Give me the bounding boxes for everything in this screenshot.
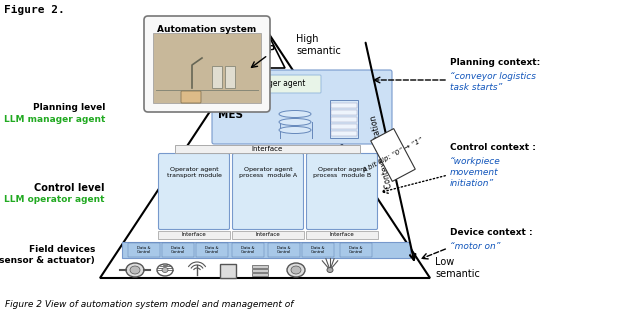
Ellipse shape <box>287 263 305 277</box>
FancyBboxPatch shape <box>196 243 228 257</box>
Text: Field devices
(sensor & actuator): Field devices (sensor & actuator) <box>0 244 95 265</box>
Ellipse shape <box>279 118 311 126</box>
Text: Control context :: Control context : <box>450 143 536 152</box>
FancyBboxPatch shape <box>252 273 268 276</box>
Text: Context adaptation: Context adaptation <box>369 114 394 189</box>
FancyBboxPatch shape <box>128 243 160 257</box>
FancyBboxPatch shape <box>268 243 300 257</box>
FancyBboxPatch shape <box>331 103 357 108</box>
FancyBboxPatch shape <box>220 264 236 278</box>
Text: “conveyor logistics
task starts”: “conveyor logistics task starts” <box>450 72 536 92</box>
Text: Data &
Control: Data & Control <box>311 246 325 254</box>
Text: Interface: Interface <box>182 232 206 238</box>
Text: Automation system: Automation system <box>157 25 257 34</box>
FancyBboxPatch shape <box>158 231 230 239</box>
FancyBboxPatch shape <box>231 75 321 93</box>
FancyBboxPatch shape <box>212 70 392 144</box>
Ellipse shape <box>291 266 301 274</box>
Text: Data &
Control: Data & Control <box>205 246 219 254</box>
Text: Operator agent
process  module B: Operator agent process module B <box>313 167 371 178</box>
Text: Device context :: Device context : <box>450 228 532 237</box>
Text: LLM manager agent: LLM manager agent <box>4 115 105 125</box>
Text: Interface: Interface <box>255 232 280 238</box>
FancyBboxPatch shape <box>232 231 304 239</box>
Text: MES: MES <box>218 110 243 120</box>
FancyBboxPatch shape <box>252 269 268 272</box>
Text: Data &
Control: Data & Control <box>137 246 151 254</box>
FancyBboxPatch shape <box>302 243 334 257</box>
Text: Data &
Control: Data & Control <box>277 246 291 254</box>
FancyBboxPatch shape <box>144 16 270 112</box>
Text: Control level: Control level <box>35 183 105 193</box>
Text: Figure 2.: Figure 2. <box>4 5 65 15</box>
FancyBboxPatch shape <box>159 154 230 230</box>
Text: Operator agent
process  module A: Operator agent process module A <box>239 167 297 178</box>
Text: Operator agent
transport module: Operator agent transport module <box>166 167 221 178</box>
FancyBboxPatch shape <box>252 265 268 268</box>
Text: LLM operator agent: LLM operator agent <box>4 196 105 204</box>
FancyBboxPatch shape <box>181 91 201 103</box>
Ellipse shape <box>327 268 333 273</box>
Text: Figure 2 View of automation system model and management of: Figure 2 View of automation system model… <box>5 300 293 309</box>
Text: Planning context:: Planning context: <box>450 58 540 67</box>
Ellipse shape <box>162 268 168 273</box>
FancyBboxPatch shape <box>232 243 264 257</box>
FancyBboxPatch shape <box>175 145 360 153</box>
FancyBboxPatch shape <box>331 117 357 122</box>
Text: “workpiece
movement
initiation”: “workpiece movement initiation” <box>450 157 500 188</box>
Ellipse shape <box>126 263 144 277</box>
Text: A bit flip: “0” → “1”: A bit flip: “0” → “1” <box>362 136 424 174</box>
Text: Interface: Interface <box>330 232 355 238</box>
Text: Low
semantic: Low semantic <box>435 257 480 279</box>
Text: Data &
Control: Data & Control <box>241 246 255 254</box>
Text: ERP: ERP <box>254 45 276 55</box>
Text: Data &
Control: Data & Control <box>349 246 363 254</box>
FancyBboxPatch shape <box>153 33 261 103</box>
FancyBboxPatch shape <box>330 100 358 138</box>
FancyBboxPatch shape <box>232 154 303 230</box>
FancyBboxPatch shape <box>371 128 415 181</box>
Text: Data &
Control: Data & Control <box>171 246 185 254</box>
FancyBboxPatch shape <box>331 110 357 115</box>
Ellipse shape <box>279 126 311 134</box>
Ellipse shape <box>279 111 311 117</box>
Text: Interface: Interface <box>252 146 283 152</box>
FancyBboxPatch shape <box>162 243 194 257</box>
FancyBboxPatch shape <box>331 131 357 136</box>
Text: Planning level: Planning level <box>33 103 105 112</box>
FancyBboxPatch shape <box>212 66 222 88</box>
Text: “motor on”: “motor on” <box>450 242 500 251</box>
Text: Manager agent: Manager agent <box>247 80 305 88</box>
Text: High
semantic: High semantic <box>296 34 341 56</box>
FancyBboxPatch shape <box>306 231 378 239</box>
FancyBboxPatch shape <box>331 124 357 129</box>
FancyBboxPatch shape <box>307 154 378 230</box>
FancyBboxPatch shape <box>225 66 235 88</box>
Ellipse shape <box>130 266 140 274</box>
FancyBboxPatch shape <box>340 243 372 257</box>
FancyBboxPatch shape <box>122 242 410 258</box>
